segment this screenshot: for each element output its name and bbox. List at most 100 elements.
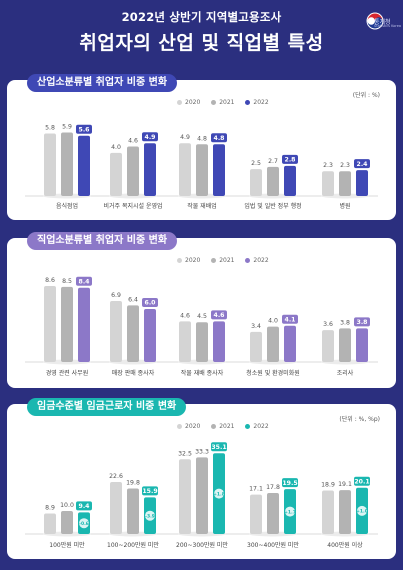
value-label-bg	[354, 317, 370, 327]
bar-2020	[179, 143, 191, 196]
value-label-2022: 6.0	[145, 300, 157, 307]
value-label-2022: 20.1	[354, 479, 369, 486]
legend-2022: 2022	[245, 257, 269, 264]
category-label: 매장 판매 종사자	[112, 369, 155, 377]
industry-bar-chart: 5.8 5.9 5.6 음식점업 4.0 4.6 4.9 비거주 복지시설 운영업 4.9 4.8…	[25, 123, 378, 210]
legend-2022: 2022	[245, 423, 269, 430]
statistics-korea-logo: 통계청 Statistics Korea	[353, 12, 401, 36]
value-label-2021: 5.9	[62, 123, 72, 130]
category-label: 병원	[339, 202, 350, 210]
value-label-2022: 35.1	[211, 444, 226, 451]
value-label-bg	[211, 310, 227, 320]
bar-2021	[196, 144, 208, 196]
value-label-2021: 8.5	[62, 278, 72, 285]
value-label-2021: 4.0	[268, 318, 278, 325]
bar-2021	[127, 305, 139, 362]
value-label-bg	[76, 124, 92, 134]
bar-2021	[267, 166, 279, 196]
value-label-2022: 4.9	[145, 134, 156, 141]
wage-panel-title: 임금수준별 임금근로자 비중 변화	[27, 398, 187, 416]
change-value: +1.7	[284, 509, 296, 515]
bar-2021	[61, 132, 73, 196]
industry-legend: 2020 2021 2022	[177, 99, 278, 106]
occupation-panel: 직업소분류별 취업자 비중 변화 2020 2021 2022 8.6 8.5 8.…	[7, 232, 396, 388]
value-label-2020: 4.0	[111, 144, 121, 151]
value-label-bg	[76, 501, 92, 511]
value-label-2021: 4.8	[197, 135, 207, 142]
industry-unit: (단위 : %)	[352, 92, 380, 99]
value-label-2020: 32.5	[178, 450, 192, 457]
change-badge	[79, 518, 89, 529]
bar-2021	[127, 146, 139, 196]
logo-text: 통계청	[374, 19, 391, 26]
wage-panel: 임금수준별 임금근로자 비중 변화 (단위 : %, %p) 2020 2021…	[7, 398, 396, 559]
value-label-2022: 4.8	[214, 135, 225, 142]
bar-2020	[250, 331, 262, 362]
bar-2020	[110, 482, 122, 534]
bar-2021	[267, 326, 279, 362]
bar-2021	[267, 493, 279, 534]
value-label-2020: 3.6	[323, 321, 333, 328]
category-label: 비거주 복지시설 운영업	[103, 202, 162, 210]
value-label-2021: 10.0	[60, 502, 74, 509]
value-label-2021: 17.8	[266, 484, 280, 491]
value-label-2020: 18.9	[321, 482, 335, 489]
value-label-2020: 4.9	[180, 134, 190, 141]
bar-2022	[356, 328, 368, 362]
value-label-2020: 8.6	[45, 277, 55, 284]
wage-bar-chart: 8.9 10.0 9.4 -0.6 100만원 미만 22.619.815.9 -3.9 10…	[25, 442, 378, 549]
bar-2020	[322, 330, 334, 362]
value-label-2021: 4.6	[128, 137, 138, 144]
bar-2020	[110, 300, 122, 362]
value-label-bg	[142, 486, 158, 496]
bar-2020	[179, 459, 191, 534]
value-label-bg	[282, 154, 298, 164]
occupation-bar-chart: 8.6 8.5 8.4 경영 관련 사무원 6.9 6.4 6.0 매장 판매 종사자 4.6 4…	[25, 276, 378, 377]
value-label-2022: 15.9	[142, 488, 157, 495]
bar-2020	[322, 171, 334, 196]
bar-2021	[196, 457, 208, 534]
category-label: 400만원 이상	[327, 541, 363, 549]
bar-2022	[78, 287, 90, 362]
industry-panel: 산업소분류별 취업자 비중 변화 (단위 : %) 2020 2021 2022…	[7, 74, 396, 220]
legend-2020: 2020	[177, 99, 200, 106]
value-label-2020: 3.4	[251, 323, 261, 330]
change-value: -3.9	[145, 514, 155, 520]
legend-2020: 2020	[177, 257, 200, 264]
value-label-2022: 2.8	[285, 157, 296, 164]
legend-2021: 2021	[211, 423, 234, 430]
occupation-legend: 2020 2021 2022	[177, 257, 278, 264]
category-label: 100만원 미만	[49, 541, 85, 549]
bar-2020	[44, 513, 56, 534]
value-label-2021: 19.8	[126, 479, 140, 486]
value-label-2021: 19.1	[338, 481, 352, 488]
category-label: 200~300만원 미만	[176, 541, 228, 549]
bar-2022	[356, 170, 368, 196]
value-label-bg	[282, 314, 298, 324]
bar-2020	[179, 321, 191, 362]
bar-2020	[322, 490, 334, 534]
value-label-2020: 6.9	[111, 292, 121, 299]
bar-2021	[61, 286, 73, 362]
header: 2022년 상반기 지역별고용조사 취업자의 산업 및 직업별 특성 통계청 S…	[0, 0, 403, 72]
value-label-2021: 4.5	[197, 313, 207, 320]
bar-2022	[213, 144, 225, 196]
wage-legend: 2020 2021 2022	[177, 423, 278, 430]
legend-2021: 2021	[211, 257, 234, 264]
bar-2020	[250, 169, 262, 196]
bar-2021	[61, 511, 73, 534]
bar-2022	[78, 135, 90, 196]
value-label-2020: 2.3	[323, 162, 333, 169]
value-label-2021: 6.4	[128, 296, 138, 303]
value-label-2021: 33.3	[195, 448, 209, 455]
change-badge	[285, 506, 295, 517]
value-label-2021: 3.8	[340, 319, 350, 326]
category-label: 경영 관련 사무원	[46, 369, 88, 377]
industry-panel-title: 산업소분류별 취업자 비중 변화	[27, 74, 178, 92]
bar-2021	[127, 488, 139, 534]
value-label-2020: 2.5	[251, 160, 261, 167]
bar-2022	[284, 165, 296, 196]
category-label: 청소원 및 환경미화원	[246, 369, 300, 377]
value-label-bg	[354, 476, 370, 486]
